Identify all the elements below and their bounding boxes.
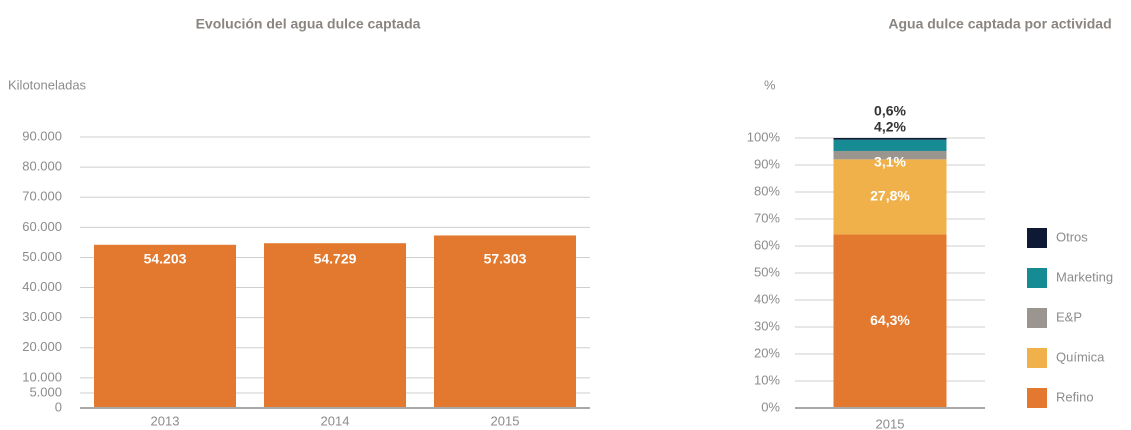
bar bbox=[434, 235, 576, 408]
bar-segment bbox=[833, 234, 947, 408]
y-axis-label: Kilotoneladas bbox=[8, 77, 87, 92]
y-tick-label: 70% bbox=[754, 210, 780, 225]
y-tick-label: 100% bbox=[747, 129, 781, 144]
legend-label: Química bbox=[1056, 349, 1105, 364]
legend-label: E&P bbox=[1056, 309, 1082, 324]
y-tick-label: 40% bbox=[754, 291, 780, 306]
y-tick-label: 30.000 bbox=[22, 309, 62, 324]
legend-label: Otros bbox=[1056, 229, 1088, 244]
y-tick-label: 80.000 bbox=[22, 159, 62, 174]
bar-segment bbox=[833, 139, 947, 151]
bar bbox=[264, 243, 406, 408]
y-tick-label: 90.000 bbox=[22, 128, 62, 143]
y-tick-label: 30% bbox=[754, 318, 780, 333]
data-label: 54.203 bbox=[144, 251, 187, 267]
legend-label: Refino bbox=[1056, 389, 1094, 404]
data-label: 54.729 bbox=[314, 251, 357, 267]
y-tick-label: 10.000 bbox=[22, 369, 62, 384]
data-label: 3,1% bbox=[874, 154, 906, 170]
bar bbox=[94, 244, 236, 408]
chart-title: Agua dulce captada por actividad bbox=[888, 16, 1111, 32]
x-tick-label: 2014 bbox=[321, 413, 350, 428]
y-tick-label: 60.000 bbox=[22, 219, 62, 234]
bar-segment bbox=[833, 159, 947, 235]
y-tick-label: 5.000 bbox=[29, 384, 62, 399]
legend-swatch bbox=[1027, 228, 1047, 248]
y-tick-label: 80% bbox=[754, 183, 780, 198]
x-tick-label: 2013 bbox=[151, 413, 180, 428]
y-tick-label: 90% bbox=[754, 156, 780, 171]
y-tick-label: 50% bbox=[754, 264, 780, 279]
y-axis-label: % bbox=[764, 77, 776, 92]
legend-swatch bbox=[1027, 268, 1047, 288]
chart-title: Evolución del agua dulce captada bbox=[196, 16, 421, 32]
legend-label: Marketing bbox=[1056, 269, 1113, 284]
x-tick-label: 2015 bbox=[876, 416, 905, 430]
legend-swatch bbox=[1027, 308, 1047, 328]
y-tick-label: 60% bbox=[754, 237, 780, 252]
y-tick-label: 40.000 bbox=[22, 279, 62, 294]
data-label: 57.303 bbox=[484, 251, 527, 267]
y-tick-label: 0 bbox=[55, 399, 62, 414]
bar-segment bbox=[833, 138, 947, 140]
y-tick-label: 20% bbox=[754, 345, 780, 360]
data-label: 4,2% bbox=[874, 119, 906, 135]
x-tick-label: 2015 bbox=[491, 413, 520, 428]
legend-swatch bbox=[1027, 388, 1047, 408]
y-tick-label: 70.000 bbox=[22, 189, 62, 204]
bar-segment bbox=[833, 150, 947, 160]
legend-swatch bbox=[1027, 348, 1047, 368]
data-label: 64,3% bbox=[870, 312, 910, 328]
data-label: 27,8% bbox=[870, 188, 910, 204]
y-tick-label: 50.000 bbox=[22, 249, 62, 264]
y-tick-label: 0% bbox=[761, 399, 780, 414]
y-tick-label: 10% bbox=[754, 372, 780, 387]
y-tick-label: 20.000 bbox=[22, 339, 62, 354]
data-label: 0,6% bbox=[874, 103, 906, 119]
